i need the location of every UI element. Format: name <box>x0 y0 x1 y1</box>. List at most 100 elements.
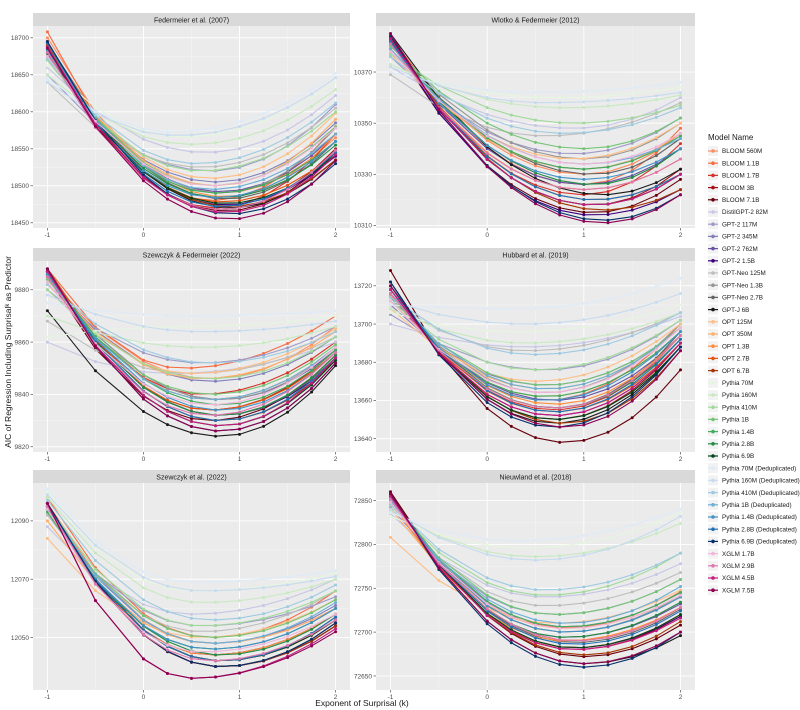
data-point <box>141 614 145 618</box>
data-point <box>45 519 49 523</box>
series-xglm-7-5b <box>389 32 682 225</box>
data-point <box>310 615 314 619</box>
data-point <box>582 629 586 633</box>
data-point <box>214 216 218 220</box>
data-point <box>654 89 658 93</box>
data-point <box>141 324 145 328</box>
data-point <box>262 367 266 371</box>
data-point <box>485 374 489 378</box>
data-point <box>214 176 218 180</box>
series-xglm-7-5b <box>45 46 338 221</box>
data-point <box>262 211 266 215</box>
data-point <box>165 610 169 614</box>
legend-item-bloom-560m: BLOOM 560M <box>708 146 762 156</box>
data-point <box>389 65 392 69</box>
data-point <box>679 616 682 620</box>
data-point <box>509 307 513 311</box>
data-point <box>509 401 513 405</box>
data-point <box>238 647 242 651</box>
data-point <box>485 543 489 547</box>
data-point <box>485 371 489 375</box>
data-point <box>310 96 314 100</box>
data-point <box>310 386 314 390</box>
data-point <box>630 368 634 372</box>
y-tick-label: 18700 <box>11 35 29 42</box>
legend-key-point <box>711 368 715 373</box>
legend-item-gpt-neo-1-3b: GPT-Neo 1.3B <box>708 280 763 291</box>
data-point <box>654 521 658 525</box>
series-pythia-70m-deduplicated <box>45 487 338 584</box>
data-point <box>679 142 682 146</box>
data-point <box>238 639 242 643</box>
data-point <box>286 626 290 630</box>
data-point <box>262 400 266 404</box>
data-point <box>679 623 682 627</box>
data-point <box>165 632 169 636</box>
data-point <box>558 406 562 410</box>
data-point <box>286 621 290 625</box>
data-point <box>534 412 537 416</box>
data-point <box>534 593 537 597</box>
legend-key-point <box>711 198 715 202</box>
data-point <box>509 386 513 390</box>
data-point <box>389 50 392 54</box>
data-point <box>485 346 489 350</box>
data-point <box>509 99 513 103</box>
data-point <box>310 365 314 369</box>
legend-label: XGLM 2.9B <box>722 563 755 570</box>
legend-item-opt-2-7b: OPT 2.7B <box>708 353 750 364</box>
data-point <box>630 308 634 312</box>
data-point <box>334 353 338 357</box>
data-point <box>582 191 586 195</box>
data-point <box>262 420 266 423</box>
data-point <box>582 399 586 403</box>
data-point <box>238 189 242 193</box>
data-point <box>238 626 242 630</box>
legend-item-pythia-2-8b: Pythia 2.8B <box>708 438 754 449</box>
y-tick-label: 13700 <box>354 321 372 328</box>
data-point <box>509 393 513 397</box>
data-point <box>262 621 266 625</box>
data-point <box>190 360 193 364</box>
data-point <box>582 395 586 399</box>
y-tick-label: 9820 <box>15 444 30 451</box>
data-point <box>141 623 145 627</box>
data-point <box>654 516 658 520</box>
series-pythia-410m <box>389 503 682 597</box>
x-tick-label: 2 <box>679 694 683 701</box>
data-point <box>238 616 242 620</box>
data-point <box>534 387 537 391</box>
legend-item-pythia-160m: Pythia 160M <box>708 390 757 400</box>
legend-item-xglm-4-5b: XGLM 4.5B <box>708 573 755 583</box>
data-point <box>654 129 658 133</box>
data-point <box>679 121 682 125</box>
legend-label: OPT 2.7B <box>722 356 750 363</box>
data-point <box>437 313 441 317</box>
data-point <box>93 110 97 114</box>
data-point <box>334 319 338 323</box>
data-point <box>630 334 634 338</box>
data-point <box>190 396 193 400</box>
data-point <box>286 152 290 156</box>
data-point <box>310 368 314 372</box>
legend-key-point <box>711 161 715 165</box>
legend-label: Pythia 410M (Deduplicated) <box>722 490 800 497</box>
data-point <box>141 390 145 394</box>
data-point <box>238 323 242 327</box>
data-point <box>334 574 338 578</box>
data-point <box>534 436 537 440</box>
data-point <box>630 292 634 296</box>
data-point <box>141 130 145 134</box>
legend-label: OPT 125M <box>722 319 752 326</box>
data-point <box>485 106 489 110</box>
data-point <box>238 160 242 164</box>
data-point <box>286 101 290 105</box>
data-point <box>165 189 169 193</box>
data-point <box>286 175 290 179</box>
data-point <box>485 599 489 603</box>
data-point <box>630 623 634 627</box>
data-point <box>262 165 266 169</box>
data-point <box>558 131 562 135</box>
data-point <box>509 398 513 402</box>
data-point <box>606 165 610 169</box>
